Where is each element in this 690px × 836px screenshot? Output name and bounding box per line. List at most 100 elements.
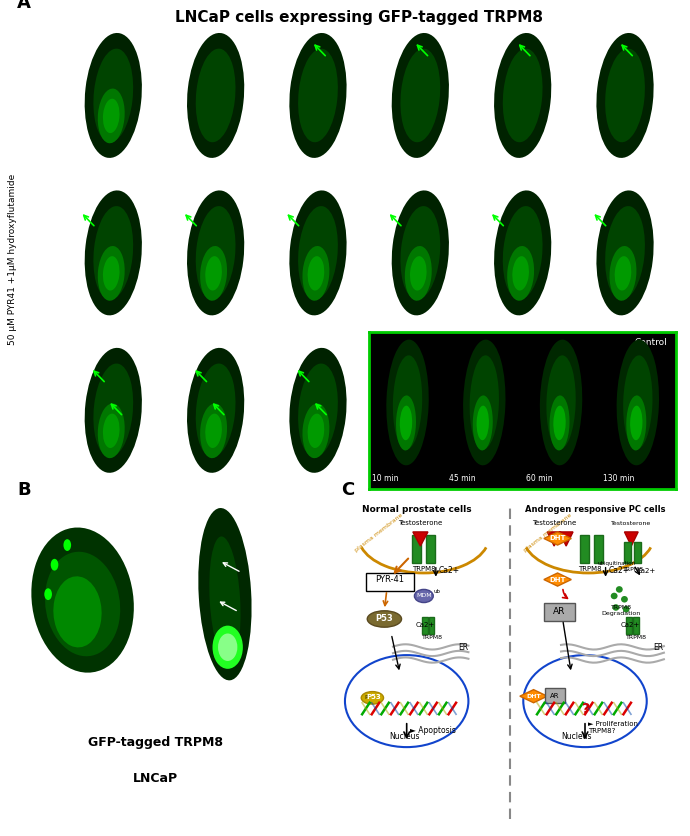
Ellipse shape [308,256,324,291]
FancyBboxPatch shape [626,617,631,634]
Ellipse shape [196,206,235,299]
Text: Ca2+: Ca2+ [438,566,460,575]
Text: 50 μm: 50 μm [51,693,76,702]
Text: ubiquitination: ubiquitination [597,561,635,566]
Text: 50 min: 50 min [66,316,95,325]
Ellipse shape [405,246,432,301]
Ellipse shape [605,206,645,299]
Ellipse shape [494,33,551,158]
Ellipse shape [196,48,235,142]
Ellipse shape [200,404,227,458]
Ellipse shape [289,33,346,158]
Text: 10 min: 10 min [372,474,399,482]
Ellipse shape [206,256,222,291]
Text: 20 min: 20 min [373,159,402,168]
FancyBboxPatch shape [426,535,435,563]
Text: 120 min: 120 min [168,474,203,482]
Text: 50 μM PYR41 +1μM hydroxyflutamide: 50 μM PYR41 +1μM hydroxyflutamide [8,174,17,344]
Circle shape [63,539,71,551]
Ellipse shape [93,48,133,142]
FancyBboxPatch shape [544,603,575,620]
Ellipse shape [617,339,659,466]
Text: 130 min: 130 min [602,474,634,482]
Text: TRPM8: TRPM8 [626,635,647,640]
Text: DHT: DHT [549,577,566,583]
Text: No drugs: No drugs [66,159,104,168]
Text: Ca2+: Ca2+ [621,622,640,628]
Polygon shape [624,532,638,546]
Text: GFP-tagged TRPM8: GFP-tagged TRPM8 [88,736,223,749]
Ellipse shape [400,206,440,299]
Polygon shape [560,532,573,546]
Text: 55 min: 55 min [168,316,197,325]
Ellipse shape [596,33,653,158]
Text: ub: ub [433,589,440,594]
Ellipse shape [103,414,119,448]
FancyBboxPatch shape [422,617,428,634]
Ellipse shape [494,191,551,315]
Circle shape [50,558,59,571]
Circle shape [616,586,623,593]
Circle shape [623,606,629,613]
Text: LNCaP: LNCaP [132,772,178,785]
Ellipse shape [85,348,142,473]
Ellipse shape [308,414,324,448]
Text: Control: Control [55,487,104,500]
Text: TRPM8: TRPM8 [623,568,644,573]
Text: P53: P53 [366,694,382,701]
Ellipse shape [302,404,329,458]
Polygon shape [520,690,547,703]
Ellipse shape [53,576,101,647]
Text: 40 min: 40 min [475,159,504,168]
Text: TRPM8
Degradation: TRPM8 Degradation [602,605,640,616]
Ellipse shape [627,395,647,451]
Ellipse shape [298,206,338,299]
Ellipse shape [196,364,235,457]
Text: 60 min: 60 min [526,474,553,482]
Ellipse shape [98,89,125,143]
Ellipse shape [187,33,244,158]
Ellipse shape [473,395,493,451]
Text: Nucleus: Nucleus [390,732,420,741]
Text: 130 min: 130 min [271,474,305,482]
Text: LNCaP cells expressing GFP-tagged TRPM8: LNCaP cells expressing GFP-tagged TRPM8 [175,10,543,25]
Ellipse shape [400,405,412,441]
Ellipse shape [553,405,566,441]
FancyBboxPatch shape [580,535,589,563]
Text: Control: Control [634,338,667,347]
Ellipse shape [549,395,569,451]
Ellipse shape [93,206,133,299]
Ellipse shape [289,191,346,315]
Ellipse shape [85,191,142,315]
Ellipse shape [206,414,222,448]
Text: P: P [364,695,368,700]
Ellipse shape [503,48,542,142]
Text: Nucleus: Nucleus [561,732,591,741]
Ellipse shape [386,339,428,466]
Ellipse shape [410,256,426,291]
Text: 10 min: 10 min [271,159,300,168]
Ellipse shape [31,528,134,673]
Ellipse shape [503,206,542,299]
Text: DHT: DHT [549,536,566,542]
Text: Drug-treated: Drug-treated [167,487,254,500]
Text: TRPM8: TRPM8 [412,566,435,573]
Ellipse shape [400,48,440,142]
Text: Testosterone: Testosterone [398,520,442,527]
Text: ?: ? [582,701,590,716]
Text: plasma membrane: plasma membrane [353,512,404,553]
Text: Testosterone: Testosterone [611,522,651,527]
Circle shape [611,593,618,599]
Ellipse shape [540,339,582,466]
Text: ER: ER [458,643,469,652]
Ellipse shape [289,348,346,473]
Text: 65 min: 65 min [373,316,402,325]
Ellipse shape [103,256,119,291]
Polygon shape [544,573,571,586]
Ellipse shape [393,355,422,450]
FancyBboxPatch shape [366,573,413,591]
FancyBboxPatch shape [593,535,603,563]
Ellipse shape [85,33,142,158]
Text: DHT: DHT [526,694,541,699]
Ellipse shape [463,339,506,466]
